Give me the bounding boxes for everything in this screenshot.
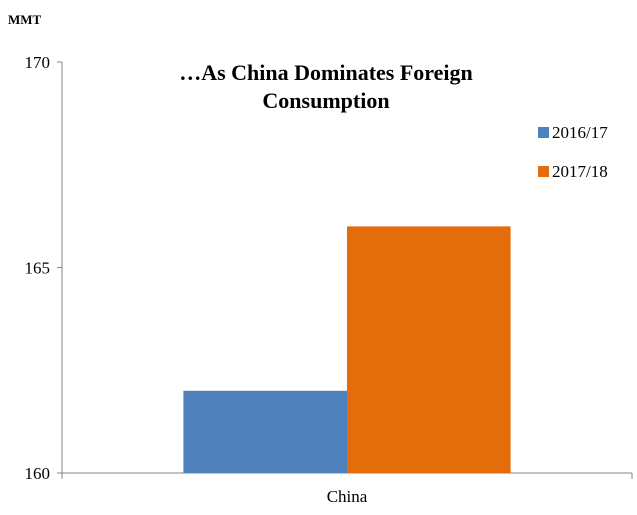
chart-title-line-2: Consumption — [262, 88, 389, 113]
legend-label: 2016/17 — [552, 123, 608, 142]
legend-swatch — [538, 166, 549, 177]
legend-label: 2017/18 — [552, 162, 608, 181]
y-tick-label: 170 — [25, 53, 51, 72]
x-tick-label: China — [327, 487, 368, 506]
bar-2017-18-china — [347, 226, 511, 473]
y-tick-label: 165 — [25, 259, 51, 278]
y-axis-ticks: 160 165 170 — [25, 53, 62, 483]
bars — [183, 226, 511, 473]
chart-title-line-1: …As China Dominates Foreign — [179, 60, 473, 85]
x-axis-ticks: China — [61, 473, 633, 506]
legend-swatch — [538, 127, 549, 138]
bar-2016-17-china — [183, 390, 347, 473]
legend: 2016/17 2017/18 — [538, 123, 608, 181]
y-tick-label: 160 — [25, 464, 51, 483]
unit-label: MMT — [8, 12, 42, 27]
